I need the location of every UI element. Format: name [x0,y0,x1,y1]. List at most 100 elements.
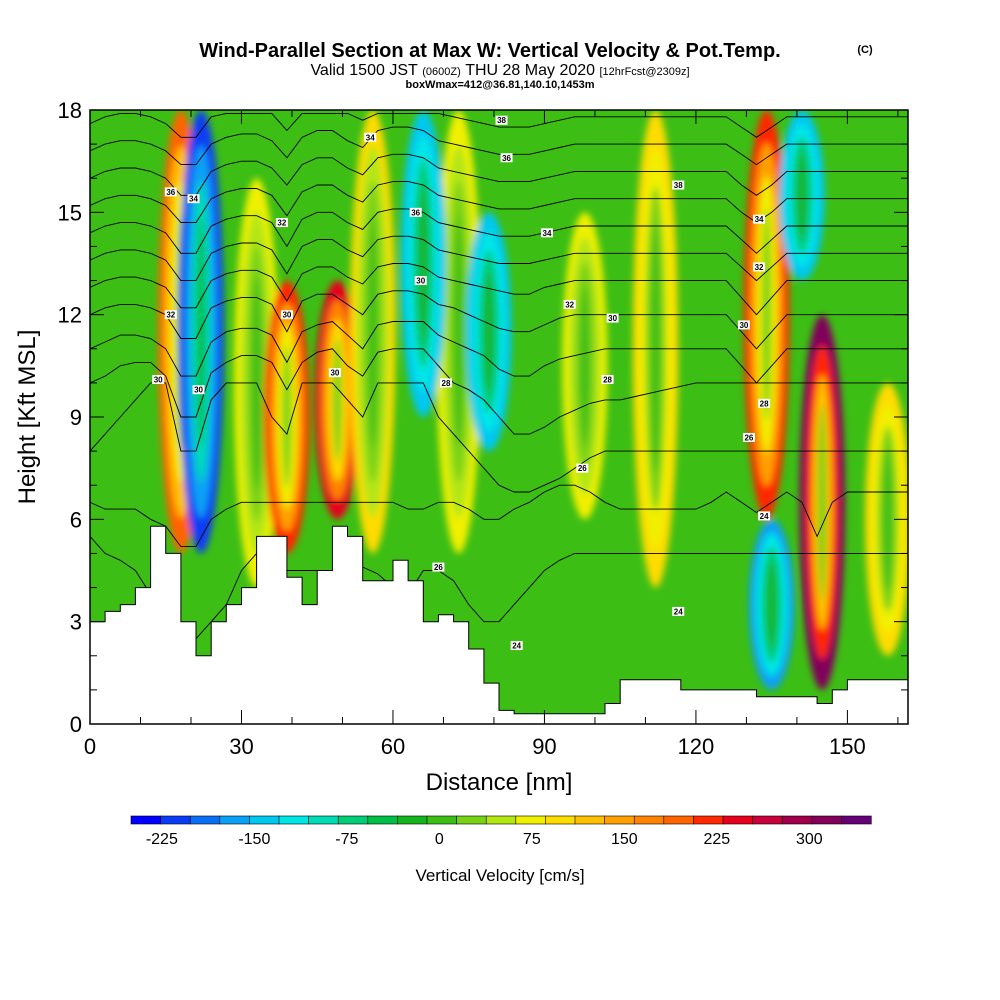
contour-label-box-25 [737,320,750,330]
colorbar-swatch [397,815,428,825]
downdraft-1-band-3 [418,183,428,344]
colorbar-tick-label: 0 [435,831,444,848]
contour-label-box-2 [164,310,177,320]
contour-320 [90,112,908,138]
contour-302 [90,348,908,435]
contour-label-box-20 [510,641,523,651]
contour-312 [90,208,908,254]
colorbar-swatch [249,815,280,825]
contour-label-box-28 [758,511,771,521]
contour-label-box-8 [364,132,377,142]
contour-label-box-5 [275,218,288,228]
contour-label-2: 32 [166,311,175,320]
y-tick-label: 3 [70,610,82,635]
contour-label-20: 24 [512,642,521,651]
vertical-velocity-field [158,110,908,690]
colorbar-swatch [752,815,783,825]
contour-label-box-19 [432,562,445,572]
forecast-info: [12hrFcst@2309z] [600,66,690,78]
x-axis-ticks: 0 30 60 90 120 150 [84,110,899,759]
contour-300 [90,382,908,493]
contour-label-box-22 [672,180,685,190]
contour-label-box-3 [152,374,165,384]
contour-label-box-17 [601,374,614,384]
contour-label-0: 36 [166,188,175,197]
contour-label-box-23 [753,214,766,224]
contour-label-25: 30 [739,321,748,330]
contour-298 [90,484,908,548]
downdraft-3-band-3 [767,560,777,649]
contour-label-box-21 [672,606,685,616]
colorbar-swatch [189,815,221,825]
colorbar-swatch [308,815,339,825]
downdraft-2-band-3 [484,269,494,394]
updraft-9-band-3 [817,404,827,600]
contour-label-24: 32 [755,263,764,272]
colorbar-swatch [485,815,517,825]
colorbar-tick-label: 300 [796,831,823,848]
y-tick-label: 0 [70,712,82,737]
colorbar-label: Vertical Velocity [cm/s] [415,866,584,885]
colorbar-swatch [426,815,458,825]
colorbar-swatch [663,815,694,825]
y-tick-label: 18 [58,98,82,123]
contour-306 [90,290,908,350]
updraft-5-band-3 [454,216,464,448]
contour-label-box-18 [576,463,589,473]
contour-label-8: 34 [366,133,375,142]
contour-label-4: 30 [194,386,203,395]
colorbar-tick-label: -225 [146,831,178,848]
contour-label-6: 30 [282,311,291,320]
colorbar-swatch [633,815,665,825]
contour-label-box-15 [606,313,619,323]
contour-label-22: 38 [674,181,683,190]
contour-label-9: 36 [411,208,420,217]
contour-label-16: 28 [442,379,451,388]
updraft-2-band-3 [282,346,292,488]
contour-label-26: 28 [760,399,769,408]
valid-prefix: Valid 1500 JST [310,62,418,79]
contour-310 [90,235,908,282]
colorbar-swatch [693,815,724,825]
downdraft-4-band-3 [797,150,807,240]
contour-label-box-10 [414,276,427,286]
box-info: boxWmax=412@36.81,140.10,1453m [406,79,595,91]
contour-label-27: 26 [744,433,753,442]
colorbar-swatch [604,815,635,825]
contour-label-23: 34 [755,215,764,224]
contour-label-14: 32 [565,300,574,309]
contour-label-10: 30 [416,277,425,286]
contour-314 [90,181,908,224]
contour-labels: 36 34 32 30 30 32 30 30 34 36 30 38 36 34 32 30 28 28 26 26… [152,115,771,651]
x-tick-label: 60 [381,734,405,759]
contour-label-box-4 [192,385,205,395]
colorbar-tick-label: -75 [335,831,358,848]
valid-date: THU 28 May 2020 [465,62,595,79]
contour-label-box-24 [753,262,766,272]
potential-temperature-contours [90,112,908,640]
contour-label-13: 34 [543,229,552,238]
contour-label-17: 28 [603,375,612,384]
contour-label-box-12 [500,153,513,163]
contour-label-12: 36 [502,154,511,163]
y-tick-label: 6 [70,507,82,532]
colorbar-tick-label: -150 [238,831,270,848]
contour-label-box-0 [164,187,177,197]
updraft-6-band-3 [580,286,590,446]
valid-zulu: (0600Z) [422,66,461,78]
colorbar-swatch [515,815,546,825]
colorbar-swatch [811,815,842,825]
y-tick-label: 15 [58,200,82,225]
chart-title: Wind-Parallel Section at Max W: Vertical… [199,40,780,62]
colorbar-swatch [219,815,251,825]
colorbar-tick-label: 150 [611,831,638,848]
colorbar-swatch [160,815,191,825]
colorbar-swatch [841,815,872,825]
contour-label-7: 30 [330,369,339,378]
colorbar-tick-label: 75 [523,831,541,848]
contour-label-box-13 [540,228,553,238]
contour-316 [90,153,908,196]
contour-label-box-26 [758,398,771,408]
